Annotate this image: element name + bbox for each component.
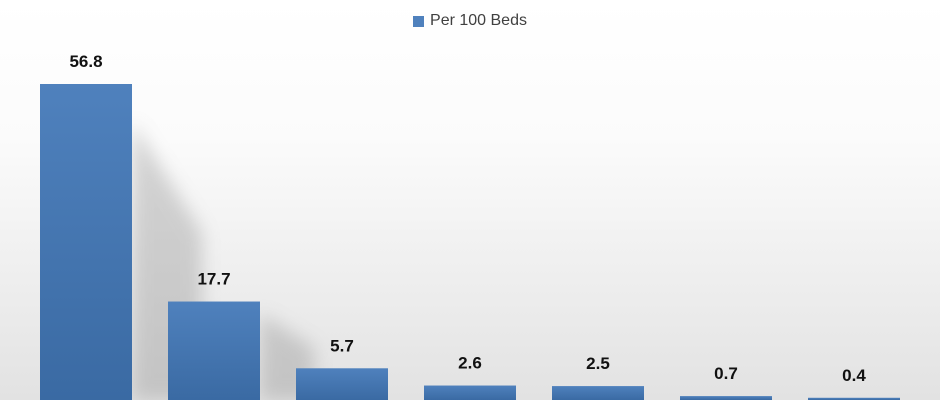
bar	[40, 84, 132, 400]
bar	[552, 386, 644, 400]
data-label: 56.8	[69, 52, 102, 71]
legend-label: Per 100 Beds	[430, 12, 527, 29]
bar	[808, 397, 900, 400]
data-label: 5.7	[330, 336, 354, 355]
data-label: 0.7	[714, 364, 738, 383]
data-label: 0.4	[842, 366, 866, 385]
data-label: 2.5	[586, 354, 610, 373]
bars	[40, 84, 900, 400]
data-label: 2.6	[458, 354, 482, 373]
bar	[680, 396, 772, 400]
legend: Per 100 Beds	[0, 12, 940, 30]
data-label: 17.7	[197, 270, 230, 289]
bar	[168, 301, 260, 400]
data-labels: 56.8 17.7 5.7 2.6 2.5 0.7 0.4	[69, 52, 866, 385]
bar	[424, 385, 516, 400]
legend-swatch	[413, 15, 425, 27]
bar	[296, 368, 388, 400]
